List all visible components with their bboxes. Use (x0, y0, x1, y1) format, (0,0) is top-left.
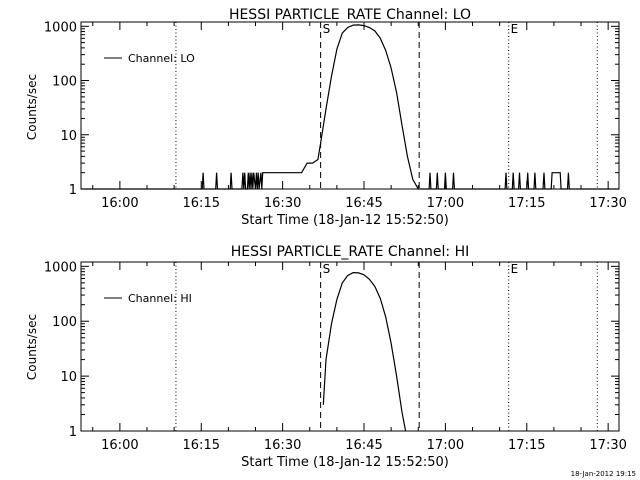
chart-title: HESSI PARTICLE_RATE Channel: LO (229, 7, 471, 23)
x-tick-label: 17:00 (427, 196, 464, 211)
y-axis-label: Counts/sec (25, 74, 39, 140)
plot-frame (80, 261, 620, 432)
y-tick-label: 1 (69, 183, 77, 198)
x-tick-label: 16:15 (183, 196, 220, 211)
x-tick-label: 16:45 (345, 438, 382, 453)
x-tick-label: 17:30 (589, 196, 626, 211)
legend-label: Channel: HI (128, 292, 192, 305)
legend-label: Channel: LO (128, 52, 195, 65)
marker-label: S (323, 262, 331, 276)
y-tick-label: 10 (60, 129, 77, 144)
series-line (322, 271, 407, 432)
marker-label: E (511, 22, 519, 36)
x-tick-label: 16:00 (101, 438, 138, 453)
series-line (81, 24, 619, 190)
x-tick-label: 16:30 (264, 438, 301, 453)
x-tick-label: 17:15 (508, 196, 545, 211)
chart-panel-hi: HESSI PARTICLE_RATE Channel: HI Counts/s… (25, 244, 627, 470)
y-tick-label: 100 (52, 315, 77, 330)
x-tick-label: 16:30 (264, 196, 301, 211)
chart-title: HESSI PARTICLE_RATE Channel: HI (231, 244, 469, 260)
y-tick-label: 1000 (44, 20, 77, 35)
plot-frame (80, 21, 620, 190)
marker-label: E (511, 262, 519, 276)
x-tick-label: 17:30 (589, 438, 626, 453)
y-tick-label: 1000 (44, 260, 77, 275)
y-tick-label: 1 (69, 425, 77, 440)
x-tick-label: 16:15 (183, 438, 220, 453)
footer-timestamp: 18-Jan-2012 19:15 (571, 470, 636, 478)
y-tick-label: 10 (60, 370, 77, 385)
x-tick-label: 16:00 (101, 196, 138, 211)
x-axis-label: Start Time (18-Jan-12 15:52:50) (241, 455, 449, 470)
chart-panel-lo: HESSI PARTICLE_RATE Channel: LO Counts/s… (25, 7, 627, 228)
x-tick-label: 17:00 (427, 438, 464, 453)
x-tick-label: 16:45 (345, 196, 382, 211)
x-axis-label: Start Time (18-Jan-12 15:52:50) (241, 213, 449, 228)
y-tick-label: 100 (52, 75, 77, 90)
x-tick-label: 17:15 (508, 438, 545, 453)
y-axis-label: Counts/sec (25, 314, 39, 380)
marker-label: S (323, 22, 331, 36)
